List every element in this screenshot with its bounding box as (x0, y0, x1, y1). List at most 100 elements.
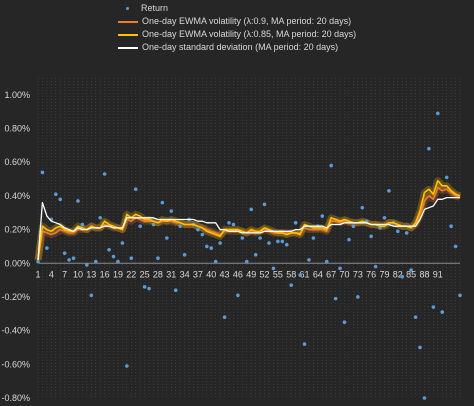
legend-swatch-stdev (118, 46, 138, 49)
x-tick-label: 73 (353, 269, 363, 279)
return-point (71, 256, 76, 261)
return-point (324, 259, 329, 264)
return-point (58, 197, 63, 202)
x-tick-label: 58 (286, 269, 296, 279)
legend-item-stdev: One-day standard deviation (MA period: 2… (118, 41, 356, 54)
return-point (40, 170, 45, 175)
return-point (129, 256, 134, 261)
return-point (178, 224, 182, 229)
return-point (45, 246, 49, 250)
return-point (369, 234, 373, 239)
return-point (182, 253, 187, 257)
return-point (396, 229, 400, 234)
x-tick-label: 34 (180, 269, 190, 279)
return-point (36, 259, 40, 264)
return-point (89, 293, 94, 298)
y-tick-label: -0.60% (1, 359, 30, 369)
return-point (280, 239, 285, 244)
return-point (373, 264, 378, 269)
return-point (244, 259, 249, 264)
return-point (302, 342, 307, 346)
return-point (431, 305, 436, 309)
x-tick-label: 16 (100, 269, 110, 279)
return-point (360, 205, 365, 210)
return-point (111, 254, 116, 259)
x-tick-label: 1 (35, 269, 40, 279)
legend-item-ewma-09: One-day EWMA volatility (λ:0.9, MA perio… (118, 15, 356, 28)
return-point (271, 266, 276, 271)
return-point (311, 236, 316, 240)
return-point (276, 239, 280, 244)
y-tick-label: 0.00% (4, 258, 30, 268)
return-point (80, 222, 85, 227)
return-point (289, 283, 294, 287)
x-tick-label: 31 (166, 269, 176, 279)
x-tick-label: 61 (300, 269, 310, 279)
x-tick-label: 82 (393, 269, 403, 279)
return-point (160, 200, 165, 205)
return-point (142, 285, 147, 289)
legend-label-return: Return (141, 3, 169, 13)
x-tick-label: 10 (73, 269, 83, 279)
x-tick-label: 85 (406, 269, 416, 279)
return-point (418, 345, 422, 350)
x-tick-label: 13 (86, 269, 96, 279)
return-point (102, 172, 107, 176)
x-tick-label: 43 (220, 269, 230, 279)
return-point (400, 274, 405, 279)
x-tick-label: 19 (113, 269, 123, 279)
return-point (253, 253, 258, 257)
return-point (85, 263, 89, 267)
return-point (440, 310, 445, 314)
y-tick-label: -0.20% (1, 292, 30, 302)
x-tick-label: 7 (62, 269, 67, 279)
x-tick-label: 37 (193, 269, 203, 279)
return-point (209, 246, 214, 250)
return-point (151, 222, 156, 227)
legend-label-ewma-085: One-day EWMA volatility (λ:0.85, MA peri… (142, 29, 357, 39)
x-tick-label: 64 (313, 269, 323, 279)
return-point (409, 268, 413, 272)
return-point (293, 221, 298, 225)
x-tick-label: 40 (206, 269, 216, 279)
legend-item-ewma-085: One-day EWMA volatility (λ:0.85, MA peri… (118, 28, 356, 41)
return-point (267, 241, 271, 245)
x-tick-label: 88 (419, 269, 429, 279)
legend-swatch-return (126, 7, 129, 10)
return-point (53, 192, 58, 197)
return-point (387, 189, 391, 193)
y-tick-label: -0.40% (1, 326, 30, 336)
return-point (227, 221, 231, 225)
x-tick-label: 70 (339, 269, 349, 279)
return-point (413, 315, 418, 319)
x-tick-label: 49 (246, 269, 256, 279)
return-point (453, 244, 458, 249)
legend-label-stdev: One-day standard deviation (MA period: 2… (142, 42, 339, 52)
return-point (169, 209, 174, 213)
series-line-2 (37, 179, 461, 261)
return-point (138, 224, 142, 229)
x-tick-label: 28 (153, 269, 163, 279)
return-point (262, 202, 267, 207)
y-tick-label: 0.20% (4, 225, 30, 235)
return-point (347, 237, 351, 242)
return-point (62, 251, 67, 255)
y-tick-label: 0.60% (4, 157, 30, 167)
x-tick-label: 22 (126, 269, 136, 279)
return-point (449, 224, 453, 229)
x-tick-label: 91 (433, 269, 443, 279)
return-point (196, 227, 200, 232)
y-tick-label: 0.80% (4, 124, 30, 134)
legend: Return One-day EWMA volatility (λ:0.9, M… (118, 2, 356, 54)
return-point (98, 215, 102, 220)
return-point (120, 241, 125, 245)
return-point (133, 187, 138, 191)
return-point (147, 286, 151, 291)
return-point (107, 247, 111, 252)
return-point (231, 222, 236, 227)
y-tick-label: -0.80% (1, 393, 30, 403)
return-point (307, 258, 311, 262)
return-point (125, 364, 129, 368)
return-point (404, 231, 409, 235)
